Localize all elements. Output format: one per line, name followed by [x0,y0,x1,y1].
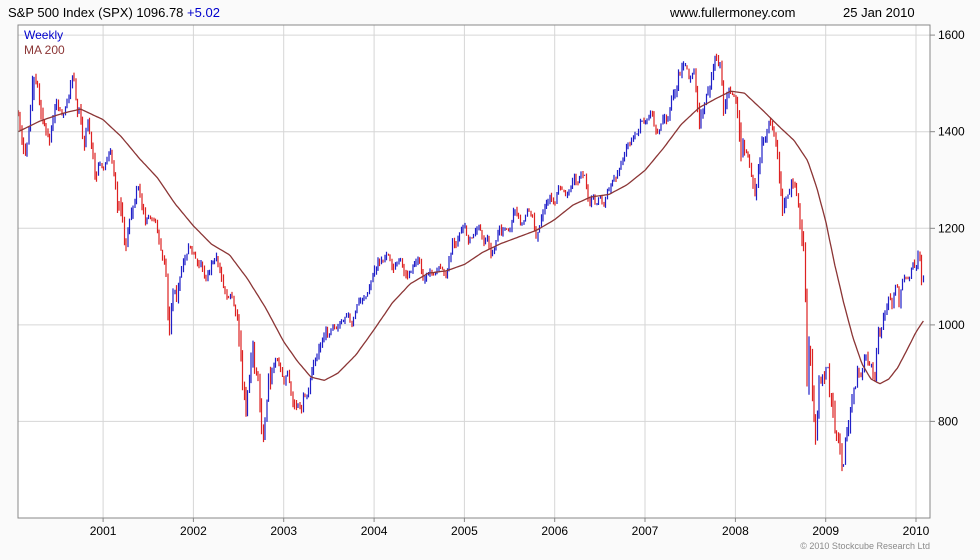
date-label: 25 Jan 2010 [843,5,915,20]
ma200-line [18,90,924,385]
legend-ma200-label: MA 200 [24,43,65,57]
x-axis-label: 2009 [812,524,839,538]
instrument-name: S&P 500 Index (SPX) [8,5,133,20]
y-axis-label: 1200 [938,221,965,235]
x-axis-label: 2003 [270,524,297,538]
x-axis-label: 2001 [90,524,117,538]
y-axis-label: 1000 [938,318,965,332]
y-axis-label: 1400 [938,125,965,139]
up-week-bars [26,55,925,467]
website-label: www.fullermoney.com [670,5,796,20]
x-axis-label: 2007 [632,524,659,538]
price-change: +5.02 [187,5,220,20]
plot-area [18,25,930,518]
y-axis-label: 800 [938,414,958,428]
x-axis-label: 2008 [722,524,749,538]
x-axis-label: 2002 [180,524,207,538]
plot-frame [17,24,931,519]
last-price: 1096.78 [136,5,184,20]
chart-title: S&P 500 Index (SPX) 1096.78 +5.02 [8,5,220,20]
x-axis-label: 2006 [541,524,568,538]
copyright-notice: © 2010 Stockcube Research Ltd [800,541,930,551]
x-axis-label: 2004 [361,524,388,538]
x-axis-label: 2010 [903,524,930,538]
legend-weekly-label: Weekly [24,28,64,42]
x-axis-label: 2005 [451,524,478,538]
y-axis-label: 1600 [938,28,965,42]
